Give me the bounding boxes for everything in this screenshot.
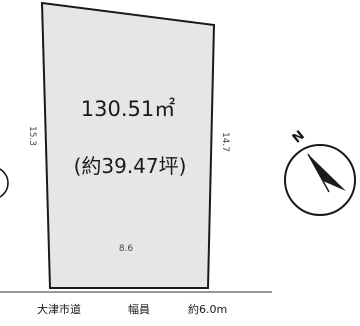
north-arrow-letter: N [290,128,308,146]
dimension-left: 15.3 [27,126,37,146]
road-width-label: 幅員 [128,303,150,316]
compass-arrow-light [307,153,330,193]
lot-area-tsubo: (約39.47坪) [74,154,187,178]
left-edge-marker [0,168,9,198]
dimension-bottom: 8.6 [119,244,134,254]
dimension-right: 14.7 [220,132,230,152]
lot-polygon [40,1,216,289]
north-compass: N [284,128,356,216]
road-name: 大津市道 [37,302,81,316]
road-width-value: 約6.0m [188,302,227,316]
compass-circle [284,144,356,216]
compass-arrow-dark [308,154,346,191]
lot-area-sqm: 130.51㎡ [81,97,175,121]
